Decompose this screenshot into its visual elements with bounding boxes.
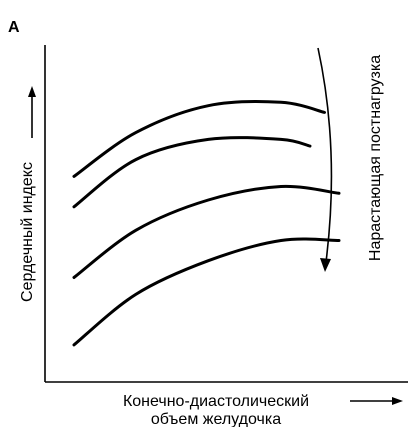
y-axis-arrow-icon [28, 86, 36, 138]
curve-1 [72, 100, 326, 178]
curve-4 [72, 237, 341, 347]
x-axis-arrow-icon [350, 397, 403, 405]
x-axis-label-line2: объем желудочка [151, 411, 281, 427]
panel-label: А [8, 19, 20, 36]
x-axis-label-line1: Конечно-диастолический [123, 393, 309, 410]
curves-group [72, 100, 341, 347]
curve-3 [72, 184, 341, 279]
y-axis-label: Сердечный индекс [19, 162, 36, 302]
afterload-label: Нарастающая постнагрузка [367, 55, 384, 261]
curve-2 [72, 136, 312, 209]
afterload-arrow-icon [317, 47, 333, 272]
